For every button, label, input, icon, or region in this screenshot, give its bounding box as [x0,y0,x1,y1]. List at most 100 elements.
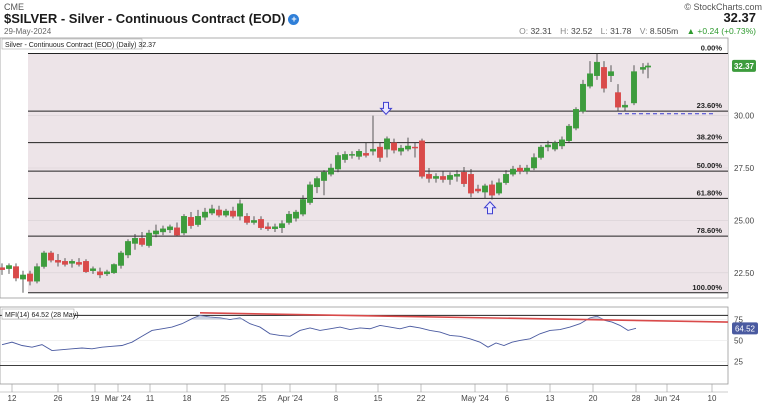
candle[interactable] [62,261,69,265]
candle[interactable] [180,216,187,234]
x-tick-label: 19 [91,394,100,403]
candle[interactable] [566,125,573,141]
x-tick-label: 12 [8,394,17,403]
candle[interactable] [34,266,41,282]
candle[interactable] [131,238,138,244]
candle[interactable] [496,182,503,194]
candle[interactable] [152,230,159,235]
candle[interactable] [279,223,286,228]
candle[interactable] [138,238,145,245]
candle[interactable] [321,171,328,181]
candle[interactable] [631,71,638,104]
candle[interactable] [370,148,377,152]
candle[interactable] [640,67,647,70]
candle[interactable] [552,142,559,150]
candle[interactable] [615,92,622,108]
candle[interactable] [300,199,307,215]
candle[interactable] [426,174,433,179]
candle[interactable] [110,264,117,274]
candle[interactable] [545,144,552,148]
candle[interactable] [194,216,201,225]
candle[interactable] [293,211,300,219]
candle[interactable] [75,262,82,265]
candle[interactable] [524,167,531,172]
candle[interactable] [398,147,405,152]
candle[interactable] [243,216,250,223]
candle[interactable] [258,219,265,228]
candle[interactable] [208,208,215,214]
candle[interactable] [363,153,370,156]
candle[interactable] [447,175,454,180]
candle[interactable] [307,184,314,203]
candle[interactable] [96,271,103,276]
candle[interactable] [145,232,152,246]
candle[interactable] [173,227,180,236]
candle[interactable] [48,252,55,261]
candle[interactable] [27,273,34,282]
candle[interactable] [55,260,62,263]
candle[interactable] [89,268,96,271]
candle[interactable] [645,65,652,68]
candle[interactable] [215,209,222,216]
candle[interactable] [461,171,468,184]
candle[interactable] [489,184,496,196]
candle[interactable] [531,157,538,169]
candle[interactable] [117,252,124,266]
candle[interactable] [412,146,419,149]
candle[interactable] [82,261,89,272]
candle[interactable] [580,83,587,112]
candle[interactable] [573,109,580,129]
candle[interactable] [608,71,615,76]
candle[interactable] [349,154,356,156]
candle[interactable] [405,145,412,150]
candle[interactable] [503,174,510,183]
candle[interactable] [468,174,475,194]
candle[interactable] [356,151,363,157]
candle[interactable] [517,167,524,172]
candle[interactable] [601,67,608,89]
candle[interactable] [433,176,440,179]
candle[interactable] [328,167,335,175]
candle[interactable] [594,61,601,76]
candle[interactable] [272,226,279,230]
candle[interactable] [538,146,545,158]
candle[interactable] [236,203,243,217]
brand-label[interactable]: © StockCharts.com [684,2,762,12]
candle[interactable] [419,140,426,177]
candle[interactable] [587,73,594,87]
candle[interactable] [124,241,131,256]
candle[interactable] [187,217,194,226]
candle[interactable] [622,104,629,108]
candle[interactable] [20,274,27,280]
candle[interactable] [250,220,257,223]
candle[interactable] [265,226,272,230]
candle[interactable] [342,154,349,160]
candle[interactable] [391,142,398,151]
candle[interactable] [286,213,293,223]
candle[interactable] [201,211,208,218]
fib-label: 61.80% [697,188,723,197]
candle[interactable] [440,176,447,180]
candle[interactable] [103,271,110,275]
candle[interactable] [229,210,236,217]
candle[interactable] [166,226,173,231]
candle[interactable] [377,146,384,158]
candle[interactable] [454,174,461,177]
candle[interactable] [222,210,229,216]
candle[interactable] [510,168,517,175]
candle[interactable] [159,228,166,233]
mfi-tick-label: 50 [734,336,743,345]
candle[interactable] [335,155,342,170]
candle[interactable] [5,265,12,269]
candle[interactable] [559,139,566,147]
info-icon[interactable]: + [288,14,300,25]
candle[interactable] [0,267,6,270]
candle[interactable] [475,188,482,192]
candle[interactable] [314,178,321,188]
candle[interactable] [68,261,75,264]
candle[interactable] [12,266,19,279]
candle[interactable] [482,185,489,193]
candle[interactable] [384,138,391,150]
candle[interactable] [41,252,48,267]
